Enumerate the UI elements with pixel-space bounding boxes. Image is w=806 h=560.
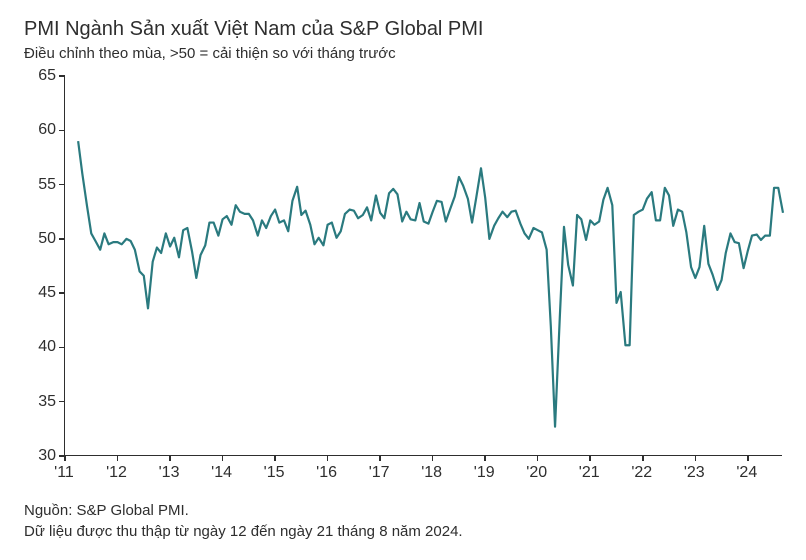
- x-tick-label: '21: [579, 464, 600, 482]
- pmi-line-chart: 3035404550556065 '11'12'13'14'15'16'17'1…: [24, 76, 782, 476]
- pmi-line-path: [78, 141, 783, 427]
- y-tick-label: 35: [38, 393, 56, 411]
- x-tick-label: '11: [54, 464, 74, 482]
- x-tick-label: '18: [421, 464, 442, 482]
- plot-area: [64, 76, 782, 456]
- y-tick-label: 40: [38, 338, 56, 356]
- x-tick-label: '19: [474, 464, 495, 482]
- y-tick-mark: [59, 130, 65, 132]
- chart-subtitle: Điều chỉnh theo mùa, >50 = cải thiện so …: [24, 45, 782, 62]
- x-tick-label: '20: [526, 464, 547, 482]
- x-tick-label: '13: [159, 464, 180, 482]
- x-tick-label: '15: [264, 464, 285, 482]
- y-tick-label: 30: [38, 447, 56, 465]
- x-axis: '11'12'13'14'15'16'17'18'19'20'21'22'23'…: [64, 458, 782, 478]
- x-tick-label: '16: [316, 464, 337, 482]
- y-tick-label: 60: [38, 121, 56, 139]
- y-tick-label: 50: [38, 230, 56, 248]
- source-label: Nguồn: S&P Global PMI.: [24, 500, 463, 521]
- y-tick-mark: [59, 238, 65, 240]
- x-tick-label: '23: [684, 464, 705, 482]
- x-tick-label: '17: [369, 464, 390, 482]
- y-tick-mark: [59, 75, 65, 77]
- y-tick-label: 55: [38, 176, 56, 194]
- x-tick-label: '14: [211, 464, 232, 482]
- data-note: Dữ liệu được thu thập từ ngày 12 đến ngà…: [24, 521, 463, 542]
- y-tick-mark: [59, 401, 65, 403]
- chart-title: PMI Ngành Sản xuất Việt Nam của S&P Glob…: [24, 18, 782, 41]
- y-tick-label: 45: [38, 284, 56, 302]
- y-tick-mark: [59, 347, 65, 349]
- y-tick-mark: [59, 184, 65, 186]
- y-tick-label: 65: [38, 67, 56, 85]
- x-tick-label: '22: [631, 464, 652, 482]
- y-axis: 3035404550556065: [24, 76, 64, 476]
- line-series: [65, 76, 783, 456]
- x-tick-label: '12: [106, 464, 127, 482]
- x-tick-label: '24: [736, 464, 757, 482]
- chart-footer: Nguồn: S&P Global PMI. Dữ liệu được thu …: [24, 500, 463, 542]
- y-tick-mark: [59, 292, 65, 294]
